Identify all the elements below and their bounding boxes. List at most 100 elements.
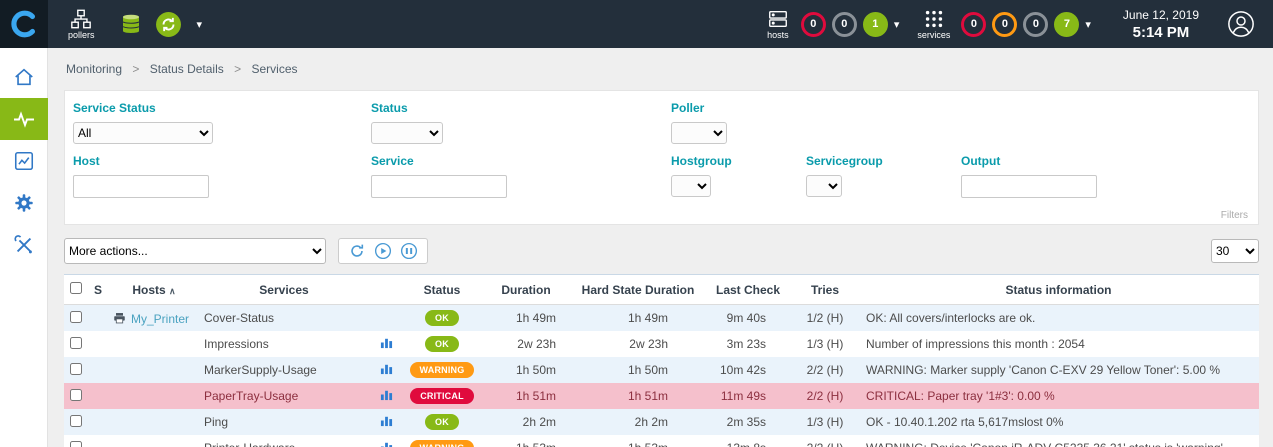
header-status-information[interactable]: Status information: [858, 274, 1259, 305]
status-select[interactable]: [371, 122, 443, 144]
output-input[interactable]: [961, 175, 1097, 198]
row-checkbox[interactable]: [70, 336, 82, 349]
header-tries[interactable]: Tries: [792, 274, 858, 305]
reporting-icon: [14, 151, 34, 171]
host-cell: [108, 409, 200, 435]
host-cell: [108, 331, 200, 357]
header-status[interactable]: Status: [404, 274, 480, 305]
sidebar-item-monitoring[interactable]: [0, 98, 48, 140]
services-icon: [925, 10, 943, 28]
servicegroup-select[interactable]: [806, 175, 842, 197]
table-row[interactable]: Printer-Hardware WARNING 1h 53m 1h 53m 1…: [64, 435, 1259, 447]
header-services[interactable]: Services: [200, 274, 368, 305]
home-icon: [15, 68, 33, 86]
sidebar-item-reporting[interactable]: [0, 140, 48, 182]
duration-cell: 2w 23h: [517, 337, 556, 351]
chart-icon[interactable]: [380, 364, 393, 378]
services-counter-red[interactable]: 0: [961, 11, 987, 37]
poller-chevron-down-icon[interactable]: ▾: [196, 18, 203, 31]
poller-select[interactable]: [671, 122, 727, 144]
hosts-menu[interactable]: hosts: [766, 8, 790, 40]
chart-icon[interactable]: [380, 338, 393, 352]
more-actions-select[interactable]: More actions...: [64, 238, 326, 264]
hosts-chevron-down-icon[interactable]: ▾: [893, 18, 900, 31]
hosts-label: hosts: [767, 30, 789, 40]
page-size-select[interactable]: 30: [1211, 239, 1259, 263]
centreon-logo-icon: [11, 10, 36, 38]
row-checkbox[interactable]: [70, 440, 82, 447]
last-check-cell: 13m 8s: [704, 435, 792, 447]
header-duration[interactable]: Duration: [480, 274, 572, 305]
filter-panel: Service Status All Status Poller: [64, 90, 1259, 225]
table-row[interactable]: PaperTray-Usage CRITICAL 1h 51m 1h 51m 1…: [64, 383, 1259, 409]
header-severity[interactable]: S: [88, 274, 108, 305]
user-icon: [1228, 11, 1254, 37]
breadcrumb-separator: >: [234, 62, 242, 76]
table-row[interactable]: My_Printer Cover-Status OK 1h 49m 1h 49m…: [64, 304, 1259, 331]
status-badge: OK: [425, 414, 459, 430]
play-button[interactable]: [374, 242, 392, 260]
hard-state-duration-cell: 1h 53m: [572, 435, 704, 447]
breadcrumb-status-details[interactable]: Status Details: [149, 62, 224, 76]
poller-label: Poller: [671, 101, 705, 115]
poller-status[interactable]: [155, 11, 182, 38]
chart-icon[interactable]: [380, 390, 393, 404]
services-menu[interactable]: services: [917, 8, 950, 40]
table-row[interactable]: Impressions OK 2w 23h 2w 23h 3m 23s 1/3 …: [64, 331, 1259, 357]
hosts-counter-green[interactable]: 1: [862, 11, 888, 37]
pause-button[interactable]: [400, 242, 418, 260]
host-cell: [108, 357, 200, 383]
header-last-check[interactable]: Last Check: [704, 274, 792, 305]
services-chevron-down-icon[interactable]: ▾: [1085, 18, 1091, 31]
pollers-menu[interactable]: pollers: [68, 8, 95, 40]
centreon-logo[interactable]: [0, 0, 48, 48]
duration-cell: 1h 50m: [515, 363, 556, 377]
status-information-cell: CRITICAL: Paper tray '1#3': 0.00 %: [866, 389, 1055, 403]
host-cell: [108, 435, 200, 447]
sort-asc-icon: ∧: [169, 285, 176, 296]
severity-cell: [88, 357, 108, 383]
refresh-button[interactable]: [348, 242, 366, 260]
services-counter-orange[interactable]: 0: [992, 11, 1018, 37]
hosts-counter-red[interactable]: 0: [800, 11, 826, 37]
row-checkbox[interactable]: [70, 388, 82, 401]
status-information-cell: WARNING: Device 'Canon iR-ADV C5235 36.2…: [858, 435, 1259, 447]
host-link[interactable]: My_Printer: [131, 311, 190, 326]
service-link[interactable]: MarkerSupply-Usage: [204, 363, 317, 377]
hosts-counter-gray[interactable]: 0: [831, 11, 857, 37]
row-checkbox[interactable]: [70, 414, 82, 427]
service-link[interactable]: Ping: [204, 415, 229, 429]
service-table-body: My_Printer Cover-Status OK 1h 49m 1h 49m…: [64, 304, 1259, 447]
services-counter-gray[interactable]: 0: [1023, 11, 1049, 37]
table-row[interactable]: Ping OK 2h 2m 2h 2m 2m 35s 1/3 (H) OK - …: [64, 409, 1259, 435]
breadcrumb-monitoring[interactable]: Monitoring: [66, 62, 123, 76]
servicegroup-label: Servicegroup: [806, 154, 883, 168]
header-hard-state-duration[interactable]: Hard State Duration: [572, 274, 704, 305]
header-hosts[interactable]: Hosts ∧: [108, 274, 200, 305]
service-link[interactable]: PaperTray-Usage: [204, 389, 299, 403]
service-input[interactable]: [371, 175, 507, 198]
host-input[interactable]: [73, 175, 209, 198]
service-link[interactable]: Printer-Hardware: [204, 441, 295, 447]
service-status-select[interactable]: All: [73, 122, 213, 144]
duration-cell: 1h 53m: [480, 435, 572, 447]
chart-icon[interactable]: [380, 442, 393, 447]
severity-cell: [88, 435, 108, 447]
last-check-cell: 10m 42s: [719, 363, 766, 377]
database-status[interactable]: [119, 11, 143, 37]
row-checkbox[interactable]: [70, 310, 82, 323]
sidebar-item-home[interactable]: [0, 56, 48, 98]
filters-caption[interactable]: Filters: [1220, 210, 1248, 221]
service-link[interactable]: Impressions: [204, 337, 269, 351]
host-label: Host: [73, 154, 100, 168]
hostgroup-select[interactable]: [671, 175, 711, 197]
sidebar-item-configuration[interactable]: [0, 182, 48, 224]
sidebar-item-administration[interactable]: [0, 224, 48, 266]
row-checkbox[interactable]: [70, 362, 82, 375]
select-all-checkbox[interactable]: [70, 282, 82, 294]
chart-icon[interactable]: [380, 416, 393, 430]
services-counter-green[interactable]: 7: [1054, 11, 1080, 37]
user-menu[interactable]: [1227, 10, 1255, 38]
table-row[interactable]: MarkerSupply-Usage WARNING 1h 50m 1h 50m…: [64, 357, 1259, 383]
service-link[interactable]: Cover-Status: [204, 311, 275, 325]
